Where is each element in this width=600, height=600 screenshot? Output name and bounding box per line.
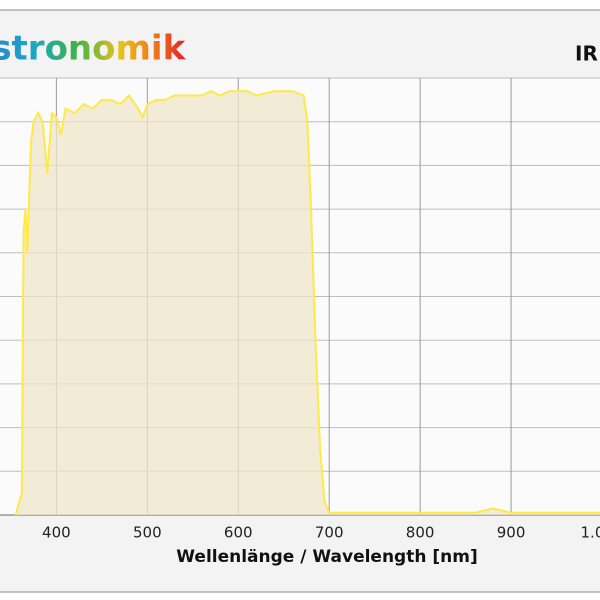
x-tick-label: 700 <box>315 524 344 542</box>
x-tick-label: 400 <box>42 524 71 542</box>
logo: Astronomik <box>0 29 187 69</box>
x-axis-label: Wellenlänge / Wavelength [nm] <box>176 547 477 567</box>
area <box>15 91 600 515</box>
x-tick-label: 1.000 <box>581 524 600 542</box>
x-tick-label: 600 <box>224 524 253 542</box>
line <box>14 89 600 516</box>
chart-title: IR <box>575 42 598 66</box>
x-tick-label: 800 <box>406 524 435 542</box>
x-tick-label: 500 <box>133 524 162 542</box>
x-tick-label: 900 <box>497 524 526 542</box>
